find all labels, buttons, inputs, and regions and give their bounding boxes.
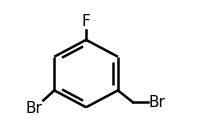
Text: F: F xyxy=(82,14,90,29)
Text: Br: Br xyxy=(25,101,42,116)
Text: Br: Br xyxy=(149,95,166,110)
